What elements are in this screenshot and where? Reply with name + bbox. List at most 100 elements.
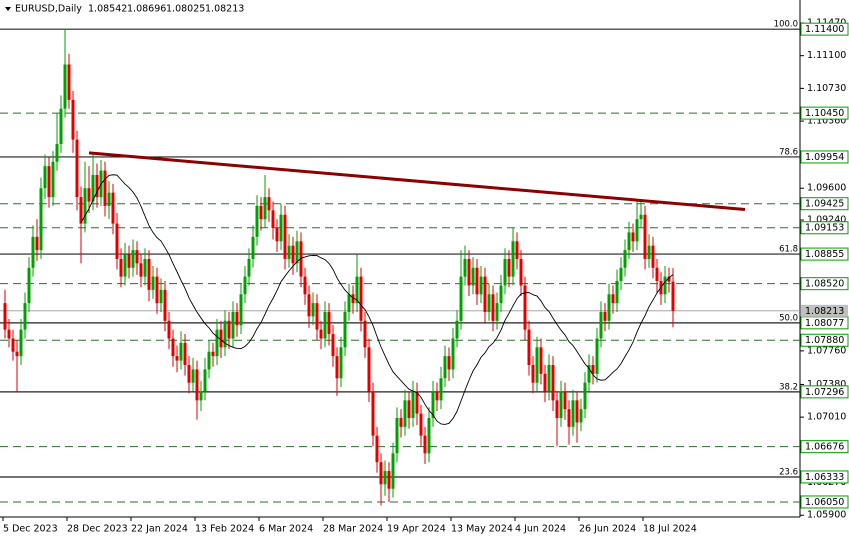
candle-body xyxy=(619,267,623,282)
header: EURUSD,Daily 1.08542 1.08696 1.08025 1.0… xyxy=(5,4,244,15)
candle-body xyxy=(655,267,659,282)
candle-body xyxy=(151,276,155,290)
level-badge xyxy=(800,316,849,330)
candle-body xyxy=(307,294,311,317)
candle-body xyxy=(415,391,419,414)
candle-body xyxy=(623,250,627,268)
candle-body xyxy=(215,329,219,357)
x-tick-label: 19 Apr 2024 xyxy=(387,524,446,535)
candle-body xyxy=(271,210,275,229)
level-badge xyxy=(800,106,849,120)
level-badge xyxy=(800,385,849,399)
candle-body xyxy=(43,166,47,189)
candle-body xyxy=(127,254,131,268)
fib-label: 23.6 xyxy=(779,467,798,477)
candle-body xyxy=(227,320,231,339)
candle-body xyxy=(527,329,531,365)
level-label: 1.07296 xyxy=(805,387,844,398)
candle-body xyxy=(671,281,675,311)
candle-body xyxy=(431,391,435,419)
candle-body xyxy=(207,351,211,370)
candle-body xyxy=(511,241,515,277)
candle-body xyxy=(471,267,475,286)
candle-body xyxy=(123,254,127,277)
level-badge xyxy=(800,277,849,291)
candle-body xyxy=(11,338,15,352)
candle-body xyxy=(563,391,567,410)
candle-body xyxy=(667,276,671,282)
x-tick-label: 5 Dec 2023 xyxy=(3,524,58,535)
candle-body xyxy=(523,285,527,330)
y-tick-label: 1.11100 xyxy=(807,50,846,61)
level-label: 1.06333 xyxy=(805,472,844,483)
candle-body xyxy=(475,267,479,295)
fib-label: 50.0 xyxy=(779,313,798,323)
candle-body xyxy=(103,170,107,206)
candle-body xyxy=(19,329,23,357)
candle-body xyxy=(395,418,399,454)
candle-body xyxy=(231,311,235,339)
close-value: 1.08213 xyxy=(205,4,244,15)
candle-body xyxy=(135,250,139,264)
candle-body xyxy=(263,197,267,220)
candle-body xyxy=(575,400,579,423)
candle-body xyxy=(535,347,539,383)
candle-body xyxy=(495,303,499,321)
level-badge xyxy=(800,333,849,347)
candle-body xyxy=(367,347,371,392)
candle-body xyxy=(259,205,263,220)
candle-body xyxy=(31,236,35,268)
candle-body xyxy=(507,258,511,277)
candle-body xyxy=(411,391,415,419)
candle-body xyxy=(331,334,335,357)
candle-body xyxy=(143,258,147,277)
candle-body xyxy=(551,364,555,401)
moving-average xyxy=(80,174,674,425)
candle-body xyxy=(95,174,99,198)
candle-body xyxy=(171,338,175,357)
candle-body xyxy=(375,435,379,463)
candle-body xyxy=(71,99,75,140)
x-tick-label: 22 Jan 2024 xyxy=(131,524,188,535)
candle-body xyxy=(7,329,11,339)
x-tick-label: 26 Jun 2024 xyxy=(579,524,636,535)
candle-body xyxy=(615,281,619,304)
candle-body xyxy=(595,338,599,374)
candle-body xyxy=(463,258,467,277)
fib-label: 61.8 xyxy=(779,245,798,255)
candle-body xyxy=(539,347,543,374)
level-badge xyxy=(800,197,849,211)
level-label: 1.09954 xyxy=(805,152,844,163)
candle-body xyxy=(131,250,135,268)
candle-body xyxy=(479,276,483,295)
candle-body xyxy=(627,232,631,251)
candle-body xyxy=(631,232,635,242)
candle-body xyxy=(639,214,643,220)
level-badge xyxy=(800,247,849,261)
candle-body xyxy=(543,373,547,392)
candle-body xyxy=(175,356,179,361)
current-price-label: 1.08213 xyxy=(805,306,844,317)
x-tick-label: 18 Jul 2024 xyxy=(643,524,697,535)
candle-body xyxy=(515,241,519,259)
candle-body xyxy=(83,188,87,224)
candle-body xyxy=(351,294,355,304)
candle-body xyxy=(327,311,331,335)
candle-body xyxy=(611,294,615,304)
candle-body xyxy=(519,258,523,286)
candle-body xyxy=(279,214,283,242)
candle-body xyxy=(59,108,63,145)
candle-body xyxy=(443,356,447,379)
candle-body xyxy=(303,276,307,295)
candle-body xyxy=(35,236,39,251)
x-tick-label: 4 Jun 2024 xyxy=(515,524,566,535)
candle-body xyxy=(203,369,207,392)
candle-body xyxy=(15,351,19,357)
candle-body xyxy=(111,192,115,224)
candle-body xyxy=(119,258,123,277)
candle-body xyxy=(75,139,79,198)
candle-body xyxy=(591,364,595,374)
candle-body xyxy=(651,245,655,268)
x-tick-label: 13 May 2024 xyxy=(451,524,513,535)
candle-body xyxy=(347,294,351,312)
